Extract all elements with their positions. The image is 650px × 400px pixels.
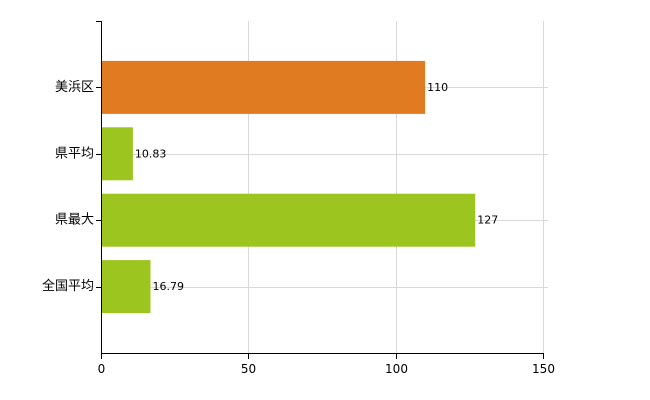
data-label: 16.79: [152, 280, 184, 293]
label-layer: 美浜区 110 県平均 10.83 県最大 127 全国平均 16.79 0 50 100 150: [42, 80, 555, 376]
category-label: 美浜区: [55, 80, 94, 95]
data-label: 10.83: [135, 147, 167, 160]
bar: [101, 60, 426, 114]
category-label: 県最大: [55, 213, 94, 228]
category-label: 県平均: [55, 146, 94, 161]
axis-layer: [96, 21, 544, 359]
x-tick-label: 50: [241, 362, 256, 376]
x-tick-label: 150: [532, 362, 555, 376]
bar: [101, 127, 133, 181]
x-tick-label: 0: [98, 362, 106, 376]
bar-layer: [101, 60, 476, 314]
bar: [101, 193, 476, 247]
bar: [101, 260, 151, 314]
data-label: 127: [477, 214, 498, 227]
data-label: 110: [427, 81, 448, 94]
x-tick-label: 100: [385, 362, 408, 376]
category-label: 全国平均: [42, 278, 94, 294]
